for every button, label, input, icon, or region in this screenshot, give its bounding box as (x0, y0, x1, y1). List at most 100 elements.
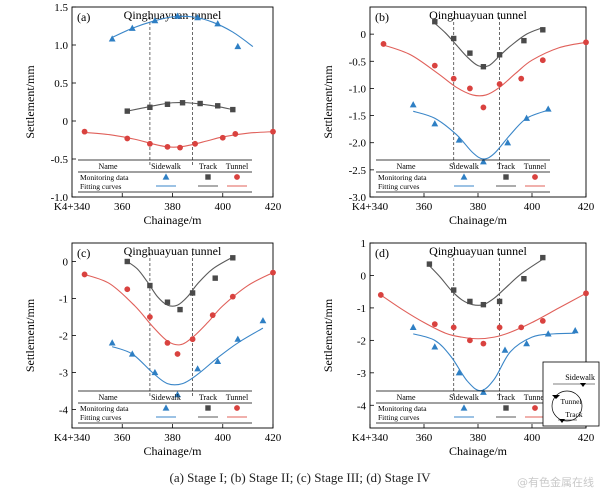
data-point-tunnel (583, 39, 589, 46)
legend-header-name: Name (396, 393, 416, 402)
chart-title: Qinghuayuan tunnel (124, 244, 222, 258)
chart-panel-d: K4+340 360 380 400 420 -4 -3 -2 -1 0 1 Chainage/m Se… (321, 238, 595, 458)
legend-marker-tunnel (532, 174, 538, 180)
data-point-sidewalk (151, 17, 159, 24)
data-point-tunnel (174, 351, 181, 357)
data-point-sidewalk (234, 335, 242, 342)
legend-table: Name Sidewalk Track Tunnel Monitoring dataFi… (78, 159, 252, 193)
data-point-track (521, 37, 527, 44)
data-point-tunnel (583, 290, 589, 297)
y-tick-label: -2.0 (349, 138, 367, 150)
data-point-tunnel (229, 293, 236, 300)
legend-header-tunnel: Tunnel (524, 393, 547, 402)
x-tick-label: K4+340 (54, 432, 91, 444)
fitting-curve-sidewalk (111, 15, 254, 47)
data-point-track (521, 276, 527, 282)
legend-row-label: Fitting curves (80, 413, 122, 422)
y-tick-label: -0.5 (349, 56, 367, 68)
y-axis-title: Settlement/mm (23, 298, 37, 372)
data-point-tunnel (177, 144, 183, 151)
x-tick-label: 400 (524, 201, 541, 213)
x-tick-label: 400 (524, 432, 541, 444)
chart-title: Qinghuayuan tunnel (429, 244, 527, 258)
x-tick-label: 360 (114, 201, 131, 213)
data-point-track (177, 306, 183, 313)
x-tick-label: K4+340 (352, 201, 389, 213)
data-point-track (432, 18, 438, 25)
data-point-tunnel (270, 128, 276, 135)
data-point-tunnel (124, 286, 131, 293)
panel-label: (d) (375, 246, 389, 260)
data-point-tunnel (209, 312, 216, 319)
data-point-track (124, 258, 130, 265)
data-point-sidewalk (214, 357, 222, 364)
x-axis-title: Chainage/m (449, 444, 508, 458)
data-point-tunnel (189, 336, 196, 343)
y-tick-label: 0 (63, 116, 69, 128)
legend-table: Name Sidewalk Track Tunnel Monitoring dataFi… (376, 390, 550, 424)
data-point-tunnel (539, 57, 546, 64)
data-point-tunnel (81, 128, 88, 135)
x-tick-label: 360 (114, 432, 131, 444)
data-point-sidewalk (174, 391, 181, 398)
inset-label-sidewalk: Sidewalk (565, 373, 595, 382)
legend-marker-track (205, 174, 211, 180)
data-point-track (230, 106, 236, 113)
tunnel-cross-section-inset: Sidewalk Tunnel Track (542, 361, 600, 427)
y-axis-title: Settlement/mm (321, 65, 335, 139)
legend-header-track: Track (497, 162, 515, 171)
fitting-curve-sidewalk (112, 327, 264, 386)
data-point-sidewalk (571, 327, 579, 334)
data-point-sidewalk (504, 139, 512, 146)
x-tick-label: 420 (578, 432, 595, 444)
fitting-curve-tunnel (383, 41, 587, 97)
legend-marker-sidewalk (162, 173, 170, 180)
data-point-tunnel (146, 314, 153, 320)
data-point-track (189, 290, 196, 296)
data-point-sidewalk (194, 365, 202, 372)
data-point-tunnel (450, 75, 457, 82)
data-point-sidewalk (544, 105, 552, 112)
fitting-curve-track (429, 258, 544, 306)
legend-marker-tunnel (532, 405, 538, 411)
inset-frame (542, 361, 600, 427)
x-tick-label: K4+340 (54, 201, 91, 213)
legend-marker-tunnel (234, 405, 240, 411)
data-point-sidewalk (455, 369, 463, 376)
inset-tunnel-circle (551, 390, 583, 422)
data-point-tunnel (192, 140, 199, 147)
data-point-tunnel (380, 41, 387, 47)
y-tick-label: 0 (361, 270, 367, 282)
fitting-curve-tunnel (380, 292, 587, 340)
data-point-sidewalk (501, 346, 509, 353)
x-tick-label: 420 (265, 432, 282, 444)
legend-header-tunnel: Tunnel (226, 162, 249, 171)
data-point-tunnel (164, 340, 171, 346)
legend-marker-sidewalk (162, 404, 170, 411)
inset-label-tunnel: Tunnel (561, 397, 582, 406)
x-tick-label: 420 (578, 201, 595, 213)
y-tick-label: -1.0 (349, 83, 367, 95)
y-tick-label: -1.5 (349, 111, 367, 123)
y-tick-label: -1.0 (51, 192, 69, 204)
data-point-tunnel (496, 324, 503, 331)
data-point-sidewalk (409, 101, 417, 108)
legend-row-label: Monitoring data (80, 173, 129, 182)
data-point-tunnel (467, 337, 473, 344)
legend-table: Name Sidewalk Track Tunnel Monitoring dataFi… (376, 159, 550, 193)
y-tick-label: -4 (59, 405, 69, 417)
legend-marker-track (503, 174, 509, 180)
legend-row-label: Monitoring data (80, 404, 129, 413)
data-point-sidewalk (108, 339, 116, 346)
data-point-tunnel (219, 134, 226, 141)
legend-header-sidewalk: Sidewalk (449, 162, 479, 171)
data-point-sidewalk (128, 24, 136, 31)
x-tick-label: 400 (215, 201, 232, 213)
data-point-track (540, 254, 546, 261)
data-point-sidewalk (455, 136, 463, 143)
y-tick-label: -3.0 (349, 192, 367, 204)
data-point-tunnel (232, 131, 239, 137)
data-point-track (451, 287, 457, 293)
y-tick-label: -0.5 (51, 154, 69, 166)
legend-header-track: Track (199, 393, 217, 402)
